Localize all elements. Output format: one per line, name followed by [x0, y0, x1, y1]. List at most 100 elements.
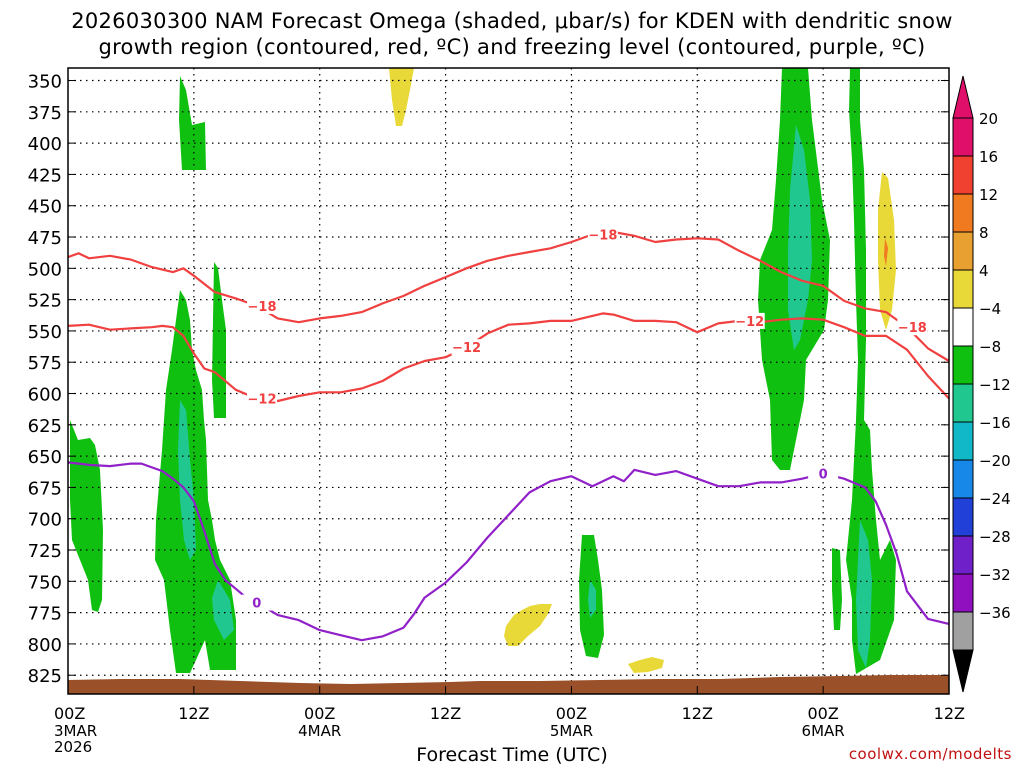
x-tick-date: 5MAR — [550, 722, 593, 740]
colorbar-swatch — [952, 421, 974, 461]
colorbar-swatch — [952, 117, 974, 157]
plot-frame — [67, 67, 950, 695]
contour-label: −18 — [248, 300, 277, 315]
y-tick-label: 575 — [28, 353, 62, 374]
y-tick-label: 500 — [28, 259, 62, 280]
x-tick-label: 00Z — [304, 704, 335, 723]
colorbar-swatch — [952, 155, 974, 195]
colorbar-label: 12 — [979, 186, 998, 204]
contour-label: −12 — [248, 393, 277, 408]
x-tick-date: 3MAR — [54, 722, 97, 740]
colorbar-label: −36 — [979, 604, 1011, 622]
x-tick-label: 00Z — [807, 704, 838, 723]
omega-region-n — [389, 68, 414, 126]
colorbar-swatch — [952, 383, 974, 423]
colorbar-swatch — [952, 193, 974, 233]
colorbar-swatch — [952, 307, 974, 347]
y-tick-label: 825 — [28, 666, 62, 687]
x-tick-label: 12Z — [934, 704, 965, 723]
colorbar-swatch — [952, 269, 974, 309]
contour-label-bg — [241, 594, 272, 611]
colorbar-label: −4 — [979, 300, 1001, 318]
contour-label-bg — [451, 339, 482, 356]
y-tick-label: 475 — [28, 228, 62, 249]
contour-line — [67, 312, 950, 403]
y-tick-label: 775 — [28, 604, 62, 625]
y-tick-label: 450 — [28, 197, 62, 218]
colorbar-label: −12 — [979, 376, 1011, 394]
omega-region-d — [212, 262, 226, 418]
x-axis-title: Forecast Time (UTC) — [416, 744, 608, 766]
x-tick-label: 00Z — [54, 704, 85, 723]
colorbar-label: −28 — [979, 528, 1011, 546]
contour-label: −18 — [588, 229, 617, 244]
colorbar-label: 16 — [979, 148, 998, 166]
contour-label: −12 — [452, 341, 481, 356]
colorbar-swatch — [952, 611, 974, 651]
omega-region-h — [588, 580, 596, 618]
omega-region-l — [856, 520, 872, 668]
x-tick-label: 00Z — [556, 704, 587, 723]
x-tick-label: 12Z — [178, 704, 209, 723]
y-tick-label: 525 — [28, 291, 62, 312]
y-tick-label: 625 — [28, 416, 62, 437]
colorbar-swatch — [952, 573, 974, 613]
colorbar-arrow-bottom — [952, 649, 974, 693]
temperature-contours: −18 −18 −18 −12 −12 −12 0 0 — [67, 226, 950, 642]
colorbar: 20 16 12 8 4 −4 −8 −12 −16 −20 −24 −28 −32 −36 — [952, 75, 1011, 693]
y-tick-label: 600 — [28, 385, 62, 406]
omega-region-c — [155, 290, 236, 673]
colorbar-label: 20 — [979, 110, 998, 128]
colorbar-label: 8 — [979, 224, 989, 242]
colorbar-swatch — [952, 535, 974, 575]
colorbar-swatch — [952, 497, 974, 537]
contour-label-bg — [734, 312, 765, 329]
colorbar-swatch — [952, 345, 974, 385]
contour-label-bg — [247, 390, 278, 407]
chart-title-line2: growth region (contoured, red, ºC) and f… — [98, 35, 926, 59]
omega-region-o — [504, 604, 552, 646]
omega-region-a — [70, 420, 103, 612]
omega-region-f — [212, 580, 234, 640]
y-tick-label: 700 — [28, 510, 62, 531]
y-tick-label: 750 — [28, 572, 62, 593]
contour-label-bg — [897, 319, 928, 336]
colorbar-swatch — [952, 459, 974, 499]
contour-label: 0 — [252, 597, 261, 612]
y-tick-label: 725 — [28, 541, 62, 562]
y-tick-label: 675 — [28, 478, 62, 499]
grid-lines — [68, 68, 949, 694]
colorbar-label: −8 — [979, 338, 1001, 356]
y-tick-label: 800 — [28, 635, 62, 656]
colorbar-label: −20 — [979, 452, 1011, 470]
colorbar-swatch — [952, 231, 974, 271]
colorbar-arrow-top — [952, 75, 974, 119]
chart-title-line1: 2026030300 NAM Forecast Omega (shaded, μ… — [71, 9, 953, 33]
omega-region-m — [832, 548, 842, 630]
y-tick-label: 375 — [28, 103, 62, 124]
contour-label-bg — [247, 297, 278, 314]
omega-region-b — [179, 76, 206, 170]
omega-region-r — [884, 238, 888, 266]
colorbar-label: −24 — [979, 490, 1011, 508]
y-tick-label: 400 — [28, 134, 62, 155]
colorbar-label: 4 — [979, 262, 989, 280]
y-tick-label: 425 — [28, 165, 62, 186]
y-tick-label: 550 — [28, 322, 62, 343]
contour-label: −18 — [898, 321, 927, 336]
omega-region-p — [628, 657, 664, 673]
y-tick-label: 350 — [28, 72, 62, 93]
contour-label: 0 — [819, 468, 828, 483]
x-tick-year: 2026 — [54, 738, 92, 756]
contour-label-bg — [808, 465, 839, 482]
x-tick-date: 4MAR — [298, 722, 341, 740]
contour-label: −12 — [735, 315, 764, 330]
x-tick-label: 12Z — [430, 704, 461, 723]
credit-link[interactable]: coolwx.com/modelts — [848, 745, 1012, 763]
contour-label-bg — [587, 226, 618, 243]
axes: 350 375 400 425 450 475 500 525 550 575 600 625 650 6… — [28, 67, 965, 756]
x-tick-label: 12Z — [682, 704, 713, 723]
x-tick-date: 6MAR — [802, 722, 845, 740]
omega-region-k — [846, 68, 896, 674]
